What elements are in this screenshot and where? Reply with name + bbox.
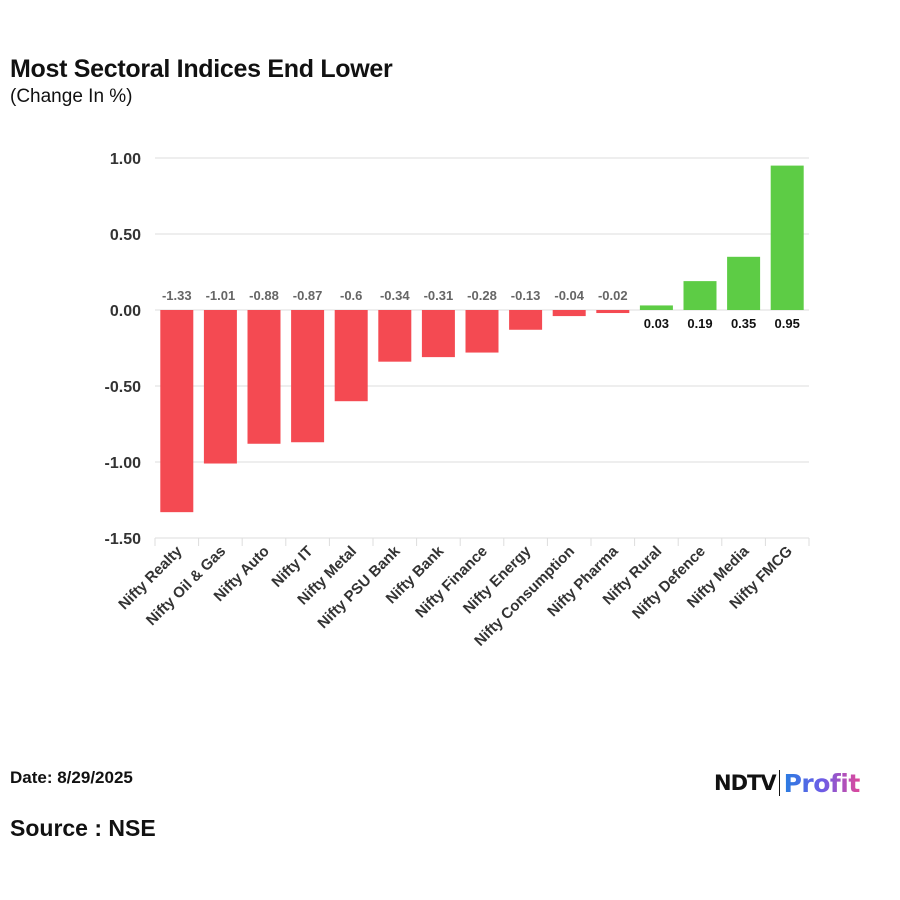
bar [291,310,325,443]
footer-date: Date: 8/29/2025 [10,768,133,787]
footer-source: Source : NSE [10,815,156,841]
data-label: -0.88 [249,288,279,303]
logo-profit-text: Profit [783,768,861,798]
bar [639,305,673,310]
bar [160,310,194,513]
bar [334,310,368,402]
chart-title: Most Sectoral Indices End Lower [10,55,393,83]
data-label: -0.34 [380,288,410,303]
logo-separator [778,770,780,796]
data-label: -0.02 [598,288,628,303]
data-label: -0.6 [340,288,362,303]
ndtv-profit-logo: NDTV Profit [714,766,860,800]
y-tick-label: -1.00 [105,455,142,472]
bar [509,310,543,330]
data-label: -0.28 [467,288,497,303]
data-label: 0.35 [731,316,756,331]
bar [203,310,237,464]
bar [596,310,630,314]
data-label: 0.03 [644,316,669,331]
data-label: 0.95 [775,316,800,331]
logo-ndtv-text: NDTV [714,771,777,795]
bar [770,165,804,310]
bar [465,310,499,353]
y-tick-label: 0.50 [110,227,141,244]
bar [683,281,717,310]
bar [421,310,455,358]
data-label: -0.87 [293,288,323,303]
data-label: 0.19 [687,316,712,331]
y-tick-label: -1.50 [105,531,142,548]
data-label: -1.33 [162,288,192,303]
y-tick-label: 0.00 [110,303,141,320]
y-tick-label: -0.50 [105,379,142,396]
bar [727,256,761,310]
data-label: -0.13 [511,288,541,303]
data-label: -0.04 [554,288,584,303]
bar [552,310,586,317]
y-tick-label: 1.00 [110,151,141,168]
bar [378,310,412,362]
data-label: -0.31 [424,288,454,303]
bar [247,310,281,444]
data-label: -1.01 [206,288,236,303]
chart-subtitle: (Change In %) [10,86,133,107]
